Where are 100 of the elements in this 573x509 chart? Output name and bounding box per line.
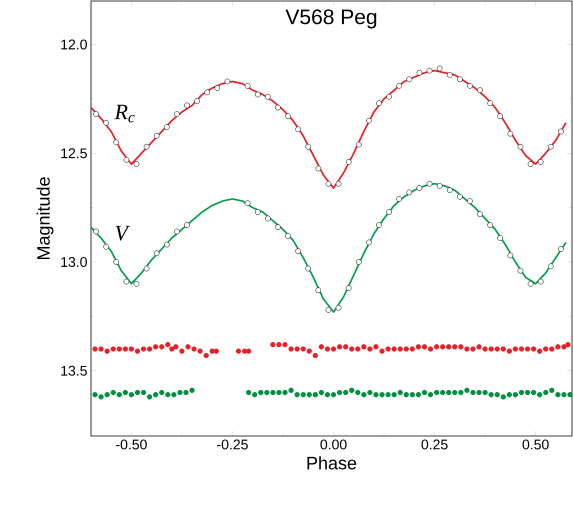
point <box>376 222 382 228</box>
point <box>376 100 382 106</box>
point <box>508 130 514 137</box>
point <box>346 285 352 291</box>
point <box>487 222 493 228</box>
point <box>518 268 524 274</box>
point <box>548 264 554 270</box>
point <box>346 159 352 165</box>
point <box>154 133 160 139</box>
point <box>103 120 110 126</box>
point <box>467 82 473 89</box>
point <box>436 183 442 189</box>
point <box>406 190 412 196</box>
point <box>124 278 130 284</box>
point <box>93 111 99 117</box>
point <box>436 66 442 72</box>
point <box>264 216 271 222</box>
point <box>356 142 362 148</box>
point <box>154 250 160 256</box>
point <box>295 248 302 254</box>
point <box>174 111 180 117</box>
series-label: V <box>116 226 130 241</box>
point <box>426 180 432 187</box>
x-tick-label: 0.50 <box>522 440 549 450</box>
point <box>295 126 302 132</box>
point <box>174 228 180 234</box>
point <box>326 307 332 313</box>
point <box>426 68 432 74</box>
point <box>316 166 322 172</box>
y-tick-label: 12.0 <box>61 40 87 50</box>
point <box>326 180 332 187</box>
y-tick-label: 13.5 <box>61 366 87 376</box>
point <box>548 144 554 150</box>
point <box>558 246 564 252</box>
point <box>93 228 99 234</box>
point <box>386 209 392 215</box>
point <box>497 235 504 241</box>
chart-title: V568 Peg <box>285 9 376 28</box>
point <box>336 180 342 187</box>
x-tick-label: 0.25 <box>421 440 448 450</box>
point <box>396 196 402 202</box>
point <box>518 144 524 150</box>
point <box>456 194 463 200</box>
point <box>477 87 483 94</box>
point <box>224 78 230 84</box>
point <box>244 200 250 206</box>
point <box>113 259 120 265</box>
x-tick-label: -0.25 <box>217 440 248 450</box>
point <box>184 222 190 228</box>
point <box>124 156 130 163</box>
point <box>456 76 463 82</box>
point <box>144 144 150 150</box>
point <box>214 85 220 91</box>
point <box>164 124 170 130</box>
point <box>386 94 392 100</box>
x-tick-label: -0.50 <box>116 440 147 450</box>
y-axis-title: Magnitude <box>36 177 54 260</box>
point <box>134 280 140 287</box>
point <box>305 144 312 150</box>
point <box>113 140 120 146</box>
point <box>366 240 372 246</box>
point <box>254 92 261 98</box>
point <box>558 128 564 134</box>
point <box>316 287 322 294</box>
point <box>264 94 271 100</box>
point <box>356 259 362 265</box>
point <box>528 280 534 287</box>
point <box>538 159 544 165</box>
point <box>144 266 150 272</box>
point <box>446 187 453 194</box>
point <box>528 161 534 167</box>
point <box>204 90 210 96</box>
point <box>164 242 170 248</box>
point <box>134 161 140 167</box>
point <box>366 118 372 124</box>
point <box>416 70 422 76</box>
point <box>416 185 422 191</box>
point <box>184 102 190 108</box>
x-tick-label: 0.00 <box>320 440 347 450</box>
point <box>275 224 281 230</box>
y-tick-label: 13.0 <box>61 257 87 267</box>
point <box>305 266 312 272</box>
point <box>244 82 250 89</box>
point <box>487 100 493 106</box>
point <box>538 278 544 284</box>
point <box>396 82 402 89</box>
point <box>254 209 261 215</box>
point <box>103 244 110 250</box>
point <box>406 76 412 82</box>
y-tick-label: 12.5 <box>61 148 87 158</box>
point <box>446 72 453 78</box>
point <box>508 252 514 258</box>
point <box>285 113 291 120</box>
x-axis-title: Phase <box>307 456 356 470</box>
point <box>285 233 291 239</box>
point <box>275 104 281 110</box>
point <box>477 211 483 218</box>
point <box>467 198 473 204</box>
point <box>336 304 342 311</box>
series-label: R$_{c}$ <box>114 104 135 122</box>
